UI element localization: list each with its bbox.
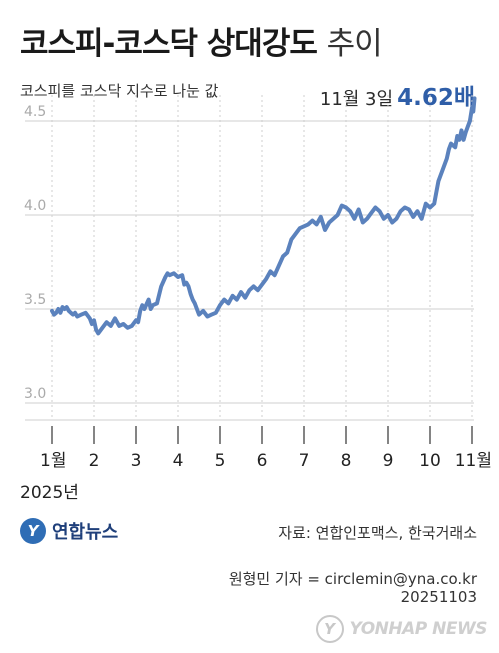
title-bold: 코스피-코스닥 상대강도 [20, 26, 318, 62]
x-tick-label: 4 [173, 451, 184, 470]
yonhap-logo-text: 연합뉴스 [52, 522, 119, 543]
y-tick-label: 3.5 [24, 292, 46, 308]
chart-subtitle: 코스피를 코스닥 지수로 나눈 값 [20, 82, 219, 100]
x-tick-label: 10 [419, 451, 441, 470]
chart-title: 코스피-코스닥 상대강도 추이 [20, 18, 383, 63]
yonhap-news-watermark: Y YONHAP NEWS [315, 615, 488, 643]
y-axis: 3.0 3.5 4.0 4.5 [24, 104, 46, 402]
y-tick-label: 3.0 [24, 386, 46, 402]
y-tick-label: 4.5 [24, 104, 46, 120]
x-tick-label: 2 [89, 451, 100, 470]
grid-lines [25, 95, 474, 421]
watermark-logo-icon: Y [315, 615, 344, 643]
year-label: 2025년 [20, 483, 79, 503]
date-code: 20251103 [400, 588, 477, 606]
x-axis: 1월 2 3 4 5 6 7 8 9 10 11월 [40, 426, 492, 470]
latest-value-callout: 11월 3일 4.62배 [320, 78, 475, 112]
author-credit: 원형민 기자 = circlemin@yna.co.kr [228, 570, 477, 588]
series-line-relative-strength [50, 96, 477, 336]
callout-date: 11월 3일 [319, 89, 394, 110]
line-chart: 1월 2 3 4 5 6 7 8 9 10 11월 3.0 3.5 4.0 4.5 [24, 95, 492, 470]
callout-value: 4.62배 [397, 85, 475, 111]
yonhap-logo-icon: Y [20, 518, 46, 544]
x-tick-label: 9 [383, 451, 394, 470]
x-tick-label: 3 [131, 451, 142, 470]
x-tick-label: 6 [257, 451, 268, 470]
title-light: 추이 [326, 26, 383, 62]
x-tick-label: 8 [341, 451, 352, 470]
x-tick-label: 5 [215, 451, 226, 470]
watermark-text: YONHAP NEWS [349, 619, 488, 639]
y-tick-label: 4.0 [24, 198, 46, 214]
yonhap-logo: Y 연합뉴스 [20, 518, 118, 544]
x-tick-label: 11월 [455, 451, 492, 470]
x-tick-label: 1월 [40, 451, 66, 470]
source-note: 자료: 연합인포맥스, 한국거래소 [278, 524, 477, 542]
x-tick-label: 7 [299, 451, 310, 470]
